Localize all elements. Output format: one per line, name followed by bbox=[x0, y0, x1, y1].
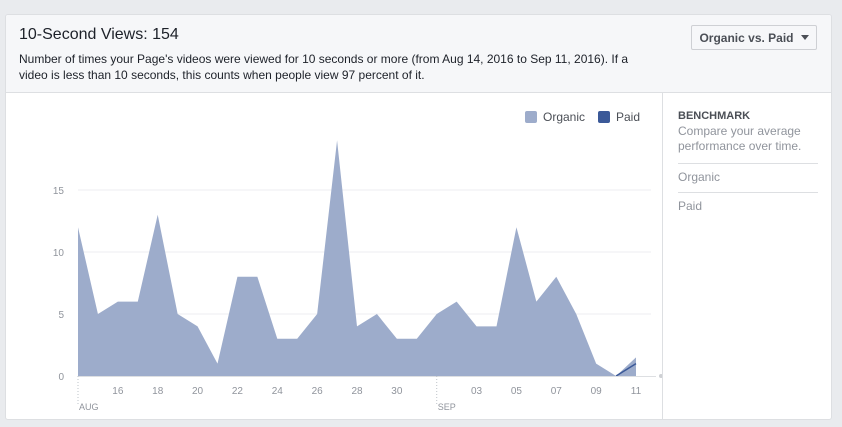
metric-description: Number of times your Page's videos were … bbox=[19, 52, 629, 82]
x-tick-label: 16 bbox=[112, 386, 124, 397]
x-tick-label: 09 bbox=[591, 386, 603, 397]
axis-end-marker bbox=[659, 374, 662, 378]
card-header: 10-Second Views: 154 Number of times you… bbox=[6, 15, 831, 93]
month-label: SEP bbox=[438, 402, 456, 412]
legend-paid[interactable]: Paid bbox=[598, 110, 640, 124]
legend-organic-label: Organic bbox=[543, 110, 586, 124]
y-tick-label: 5 bbox=[58, 310, 64, 321]
dropdown-label: Organic vs. Paid bbox=[699, 30, 794, 45]
benchmark-sidebar: BENCHMARK Compare your average performan… bbox=[662, 93, 831, 419]
benchmark-description: Compare your average performance over ti… bbox=[678, 124, 802, 153]
x-tick-label: 24 bbox=[272, 386, 284, 397]
month-label: AUG bbox=[79, 402, 99, 412]
x-tick-label: 26 bbox=[312, 386, 324, 397]
organic-swatch-icon bbox=[525, 111, 537, 123]
y-tick-label: 15 bbox=[53, 186, 65, 197]
benchmark-item-organic[interactable]: Organic bbox=[678, 170, 721, 184]
insights-card: 10-Second Views: 154 Number of times you… bbox=[5, 14, 832, 420]
organic-vs-paid-dropdown[interactable]: Organic vs. Paid bbox=[691, 25, 817, 50]
page-title: 10-Second Views: 154 bbox=[19, 26, 179, 43]
organic-series-area bbox=[78, 140, 636, 376]
paid-series-line bbox=[615, 362, 637, 377]
x-tick-label: 22 bbox=[232, 386, 244, 397]
x-tick-label: 05 bbox=[511, 386, 523, 397]
paid-swatch-icon bbox=[598, 111, 610, 123]
x-tick-label: 03 bbox=[471, 386, 483, 397]
x-tick-label: 18 bbox=[152, 386, 164, 397]
y-tick-label: 0 bbox=[58, 372, 64, 383]
legend-paid-label: Paid bbox=[616, 110, 641, 124]
x-tick-label: 28 bbox=[351, 386, 363, 397]
x-tick-label: 11 bbox=[631, 386, 642, 397]
benchmark-item-paid[interactable]: Paid bbox=[678, 199, 703, 213]
chart-area: 0 5 10 15 16 18 20 22 24 26 28 30 03 05 07 09 11 AUG SEP O… bbox=[6, 93, 662, 420]
sidebar-divider bbox=[678, 192, 818, 193]
benchmark-title: BENCHMARK bbox=[678, 110, 751, 122]
x-tick-label: 30 bbox=[391, 386, 403, 397]
y-tick-label: 10 bbox=[53, 248, 65, 259]
x-tick-label: 20 bbox=[192, 386, 204, 397]
legend-organic[interactable]: Organic bbox=[525, 110, 585, 124]
x-tick-label: 07 bbox=[551, 386, 563, 397]
sidebar-divider bbox=[678, 163, 818, 164]
caret-down-icon bbox=[800, 35, 809, 40]
